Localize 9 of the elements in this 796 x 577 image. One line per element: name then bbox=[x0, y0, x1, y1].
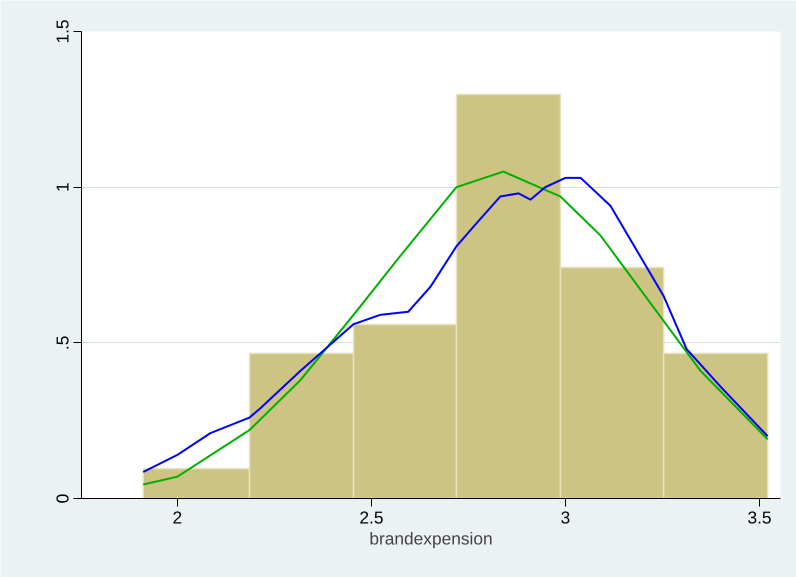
x-tick-label: 2.5 bbox=[359, 508, 384, 528]
x-tick-label: 3 bbox=[560, 508, 570, 528]
x-tick-label: 3.5 bbox=[747, 508, 772, 528]
y-tick-label: 1.5 bbox=[52, 19, 72, 44]
y-tick-label: .5 bbox=[52, 336, 72, 350]
x-tick-label: 2 bbox=[172, 508, 182, 528]
x-axis-title: brandexpension bbox=[369, 528, 493, 548]
y-tick-label: 0 bbox=[52, 494, 72, 504]
y-tick-label: 1 bbox=[52, 182, 72, 192]
